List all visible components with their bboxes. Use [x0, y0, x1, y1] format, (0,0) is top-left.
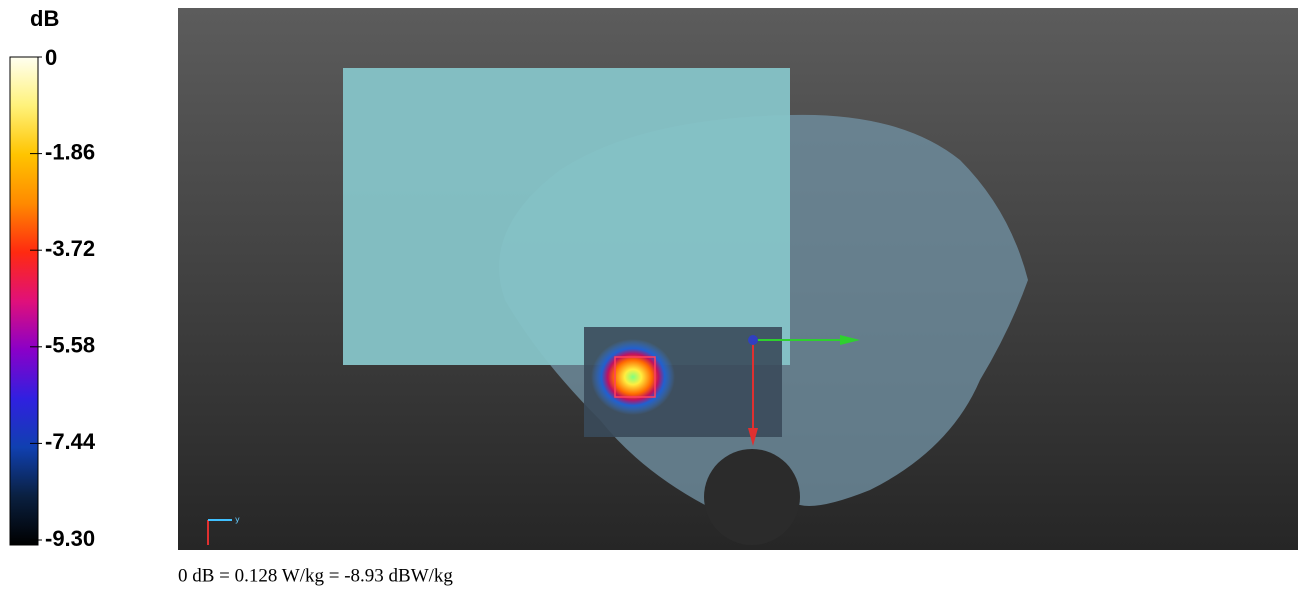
y-arrowhead [840, 335, 860, 345]
colorbar-tick-label: -1.86 [45, 139, 95, 164]
zoom-box [614, 356, 656, 398]
z-arrowhead [748, 428, 758, 446]
caption: 0 dB = 0.128 W/kg = -8.93 dBW/kg [178, 565, 453, 586]
device [343, 68, 790, 365]
colorbar-tick-label: -3.72 [45, 236, 95, 261]
colorbar-tick-label: -5.58 [45, 333, 95, 358]
hotspot [591, 339, 675, 415]
origin [748, 335, 758, 345]
colorbar [9, 56, 39, 546]
colorbar-tick-label: -7.44 [45, 429, 96, 454]
colorbar-unit: dB [30, 6, 59, 31]
axis-label: y [235, 515, 240, 524]
phantom-notch [704, 449, 800, 545]
colorbar-tick-label: 0 [45, 45, 57, 70]
colorbar-tick-label: -9.30 [45, 526, 95, 551]
